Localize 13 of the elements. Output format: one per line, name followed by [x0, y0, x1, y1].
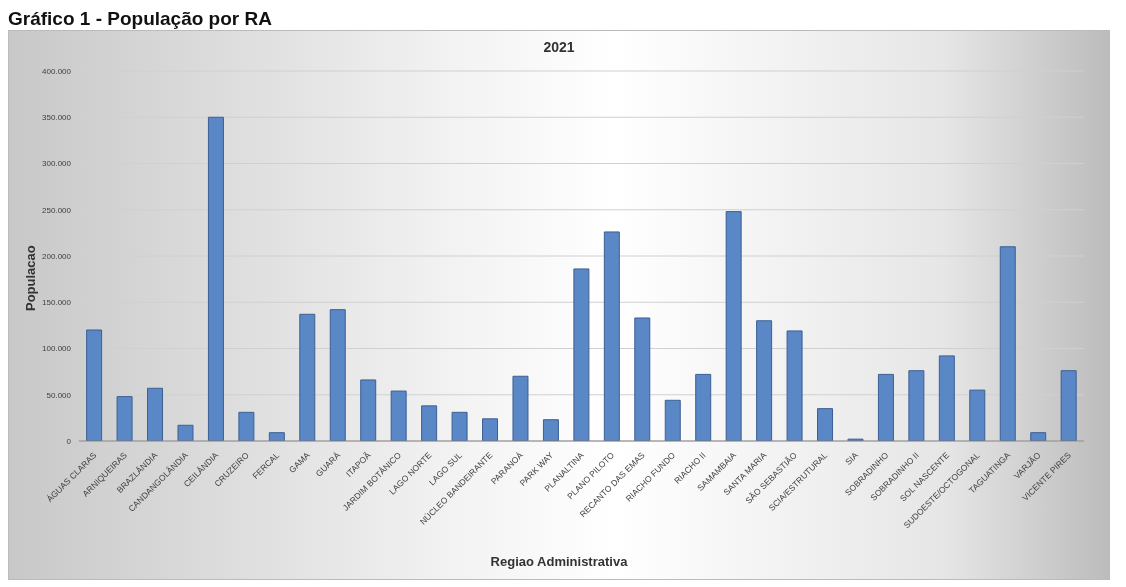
x-axis-title: Regiao Administrativa: [489, 554, 629, 569]
y-tick-label: 350.000: [42, 113, 72, 123]
y-tick-label: 150.000: [42, 298, 72, 308]
y-tick-label: 0: [66, 436, 72, 446]
chart-title: Gráfico 1 - População por RA: [8, 8, 273, 30]
y-tick-label: 50.000: [46, 390, 72, 400]
y-axis-title: Populacao: [23, 245, 38, 311]
y-tick-label: 100.000: [42, 344, 72, 354]
y-tick-label: 300.000: [42, 159, 72, 169]
y-tick-label: 250.000: [42, 205, 72, 215]
chart-subtitle: 2021: [542, 39, 576, 55]
y-tick-label: 200.000: [42, 251, 72, 261]
y-tick-label: 400.000: [42, 66, 72, 76]
